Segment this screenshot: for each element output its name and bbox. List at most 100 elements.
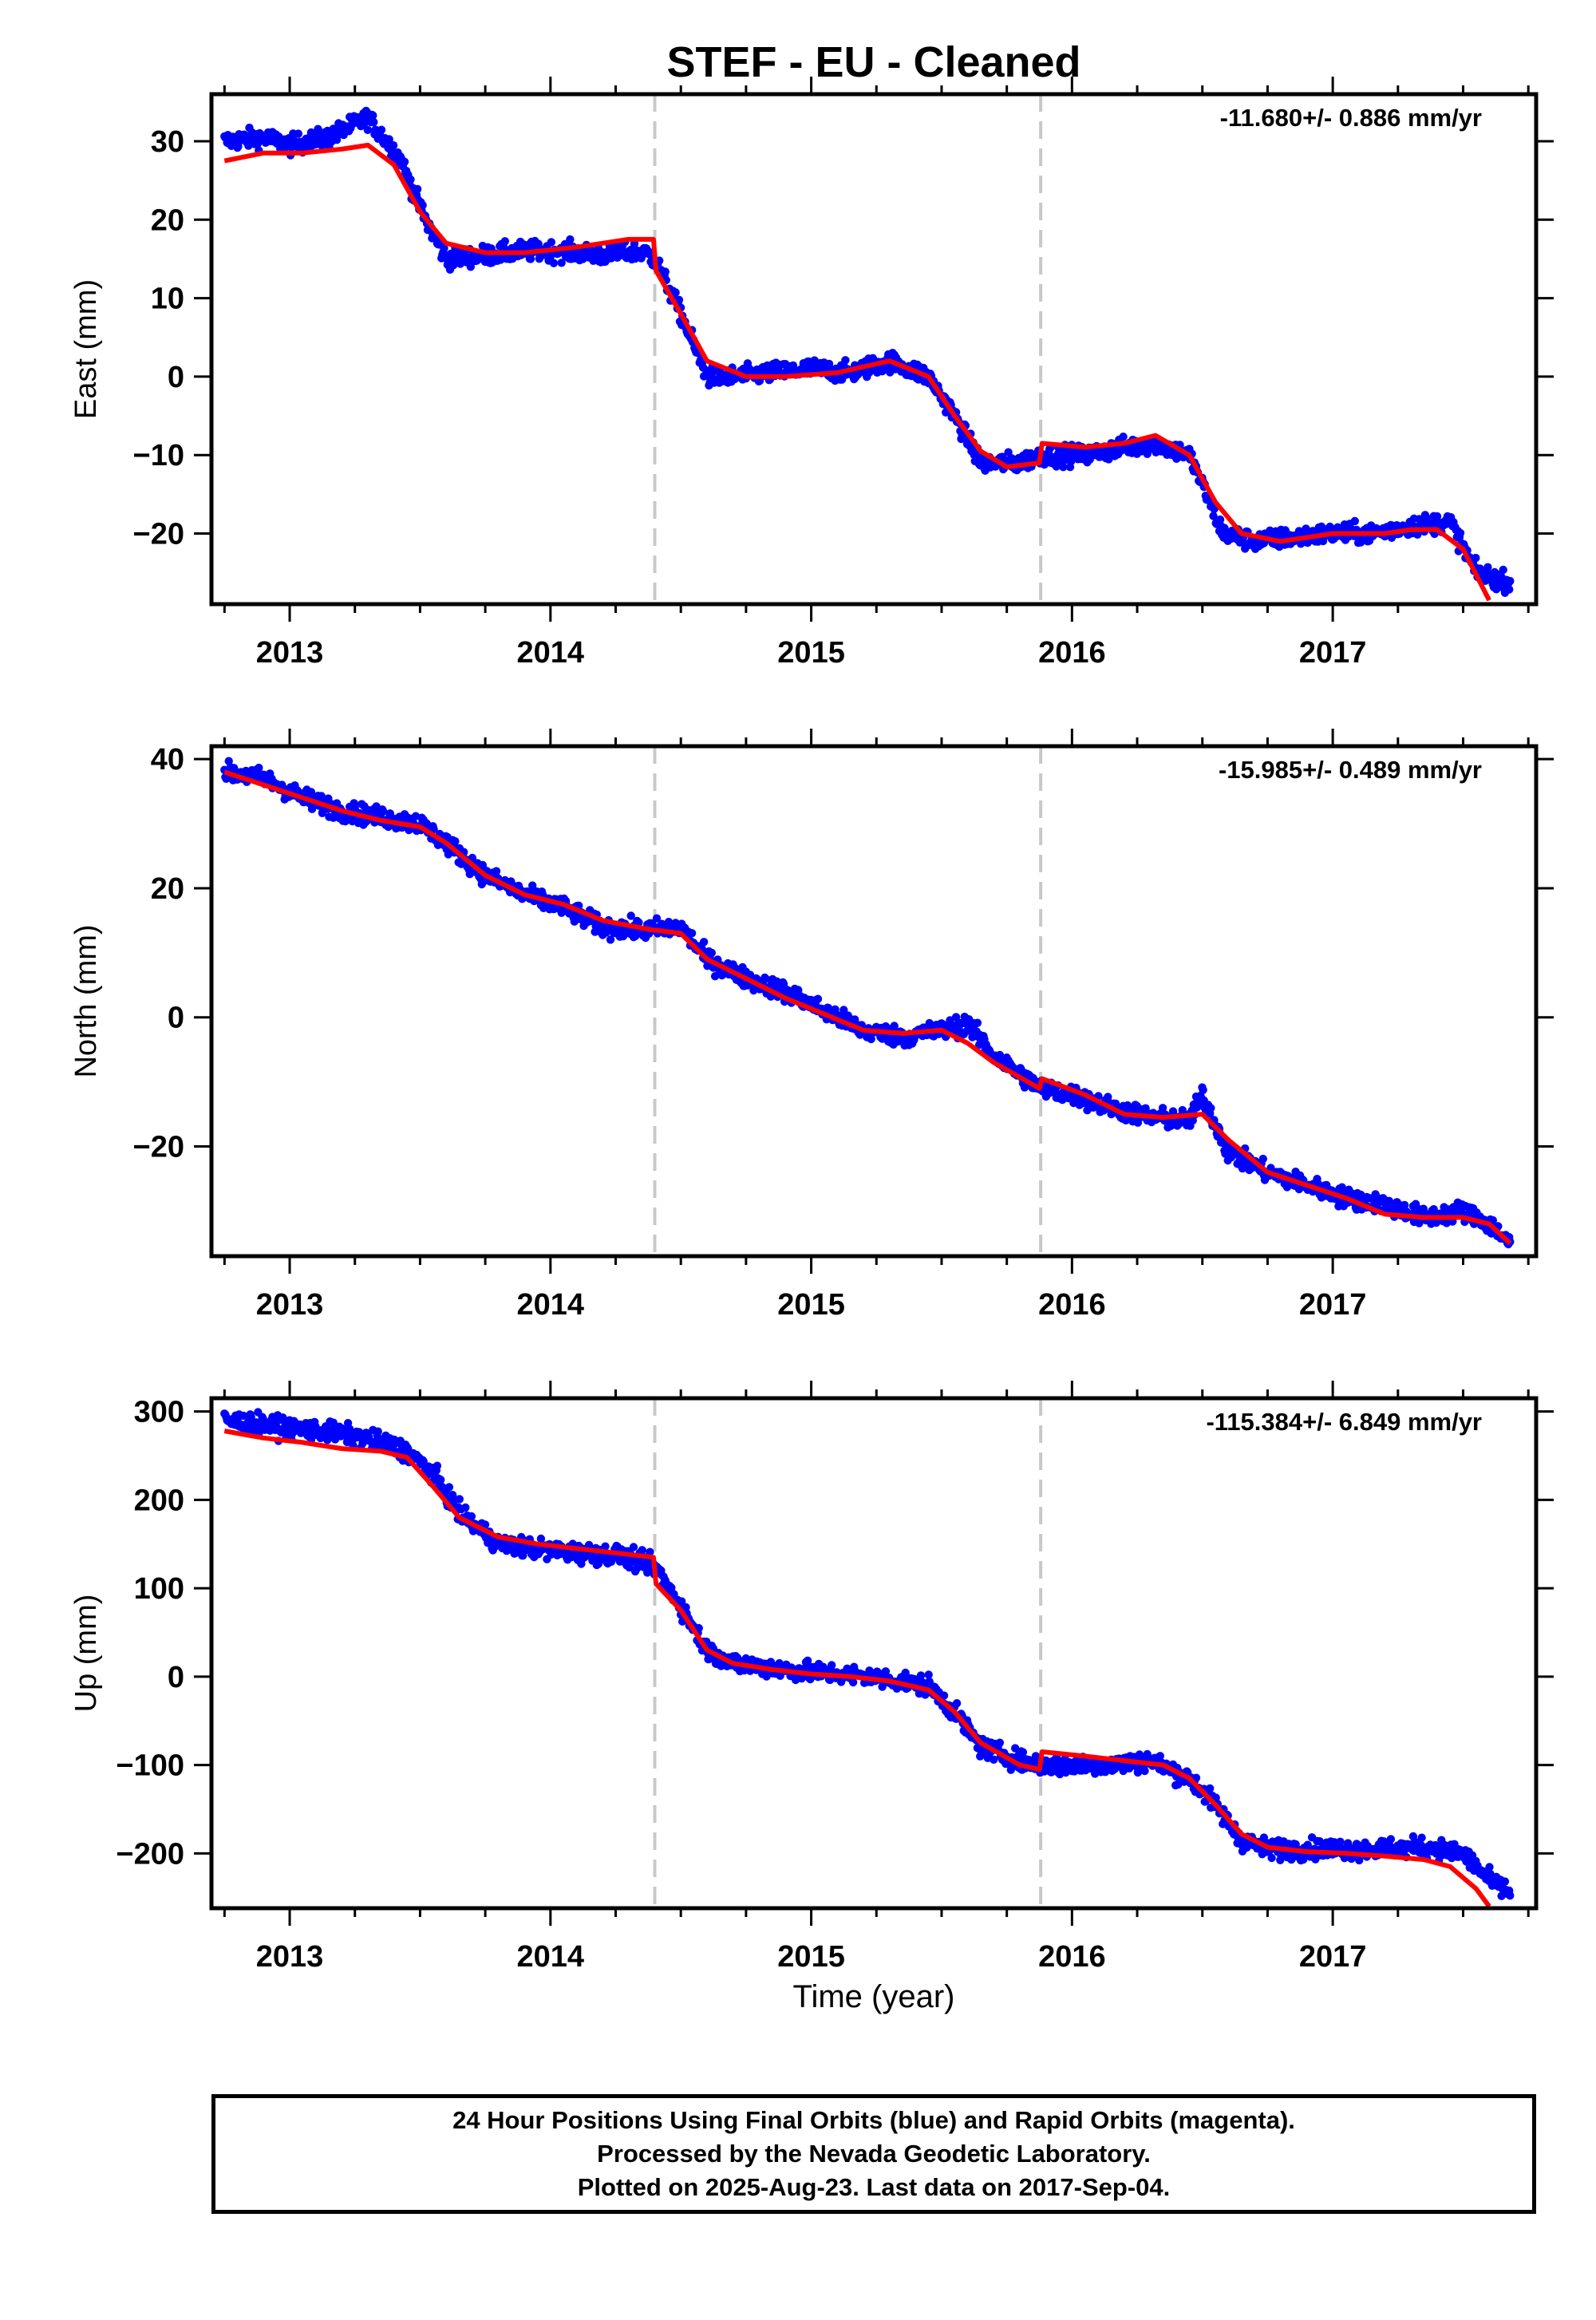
x-tick-label: 2015 (777, 1288, 845, 1322)
data-point (776, 1671, 784, 1680)
x-tick-label: 2016 (1038, 636, 1106, 670)
data-point (995, 1738, 1005, 1747)
x-tick-label: 2014 (517, 1940, 585, 1974)
data-point (369, 117, 378, 127)
data-point (687, 929, 697, 938)
data-point (536, 1534, 546, 1543)
x-axis-label: Time (year) (793, 1979, 955, 2014)
y-axis-label: East (mm) (69, 279, 103, 419)
data-point (451, 837, 460, 846)
data-points (220, 757, 1515, 1249)
data-point (661, 267, 670, 276)
figure-title: STEF - EU - Cleaned (666, 38, 1080, 86)
data-point (924, 1670, 933, 1679)
x-tick-label: 2014 (517, 1288, 585, 1322)
data-point (1140, 1766, 1149, 1776)
data-point (626, 911, 635, 920)
data-points (220, 106, 1515, 597)
data-point (377, 125, 386, 134)
data-point (681, 1603, 690, 1612)
model-fit-line (223, 1429, 1491, 1908)
data-point (699, 938, 709, 947)
data-point (534, 239, 543, 248)
y-tick-label: 0 (168, 361, 184, 394)
data-point (1415, 1219, 1424, 1227)
data-point (973, 1018, 982, 1027)
data-point (1215, 515, 1225, 524)
data-point (492, 867, 501, 875)
y-tick-label: 200 (134, 1484, 184, 1517)
data-point (1207, 1104, 1215, 1113)
data-point (952, 1699, 962, 1708)
data-point (1350, 516, 1360, 526)
data-point (1119, 433, 1128, 441)
y-tick-label: 20 (151, 872, 184, 906)
data-point (437, 1476, 445, 1484)
panel-1: 2013 2014 2015 2016 2017 −20 −10 0 10 20 30 East (m… (69, 77, 1554, 670)
data-point (638, 1546, 646, 1555)
data-point (433, 1461, 442, 1470)
data-point (939, 1691, 949, 1700)
footer-line-3: Plotted on 2025-Aug-23. Last data on 201… (577, 2173, 1171, 2201)
data-point (406, 175, 415, 184)
x-tick-label: 2014 (517, 636, 585, 670)
y-tick-label: 30 (151, 125, 184, 159)
data-point (824, 359, 834, 369)
data-point (629, 1543, 638, 1551)
x-tick-label: 2013 (256, 1940, 324, 1974)
x-tick-label: 2015 (777, 636, 845, 670)
data-point (294, 129, 302, 138)
data-point (1052, 462, 1061, 471)
data-point (828, 1661, 836, 1670)
y-tick-label: 10 (151, 283, 184, 316)
data-point (314, 124, 322, 133)
data-point (1158, 1104, 1167, 1113)
data-point (671, 288, 680, 297)
data-point (761, 974, 770, 983)
data-point (794, 986, 803, 994)
data-point (584, 1540, 594, 1550)
data-point (951, 1013, 961, 1022)
data-point (813, 994, 823, 1003)
data-point (625, 1563, 634, 1572)
data-point (369, 111, 377, 120)
model-fit-line (223, 142, 1491, 602)
data-point (606, 935, 615, 944)
data-point (566, 235, 575, 244)
data-point (901, 1668, 910, 1678)
y-tick-label: 20 (151, 204, 184, 237)
data-points (220, 1408, 1515, 1900)
data-point (1472, 553, 1480, 563)
plot-area (220, 94, 1515, 604)
data-point (1386, 1835, 1396, 1844)
data-point (601, 1542, 610, 1551)
panel-3: 2013 2014 2015 2016 2017−200−1000100200300Up… (69, 1381, 1554, 1974)
y-tick-label: 0 (168, 1002, 184, 1035)
y-tick-label: −10 (133, 439, 184, 472)
data-point (1506, 1891, 1515, 1900)
data-point (526, 255, 535, 263)
x-tick-label: 2013 (256, 636, 324, 670)
data-point (990, 1755, 998, 1764)
y-tick-label: 0 (168, 1661, 184, 1694)
data-point (1499, 565, 1507, 575)
data-point (418, 201, 427, 210)
plot-frame (209, 1396, 1539, 1911)
x-tick-label: 2016 (1038, 1288, 1106, 1322)
data-point (881, 1667, 891, 1676)
x-tick-label: 2017 (1299, 636, 1367, 670)
data-point (1505, 585, 1514, 594)
data-point (461, 1503, 470, 1512)
y-axis-label: Up (mm) (69, 1595, 103, 1713)
data-point (633, 1564, 642, 1573)
plot-area (220, 1398, 1515, 1908)
data-point (547, 238, 555, 247)
data-point (710, 972, 720, 981)
data-point (255, 763, 263, 773)
data-point (848, 1678, 858, 1687)
y-tick-label: −20 (133, 518, 184, 551)
data-point (455, 1495, 464, 1504)
plot-frame (209, 744, 1539, 1259)
